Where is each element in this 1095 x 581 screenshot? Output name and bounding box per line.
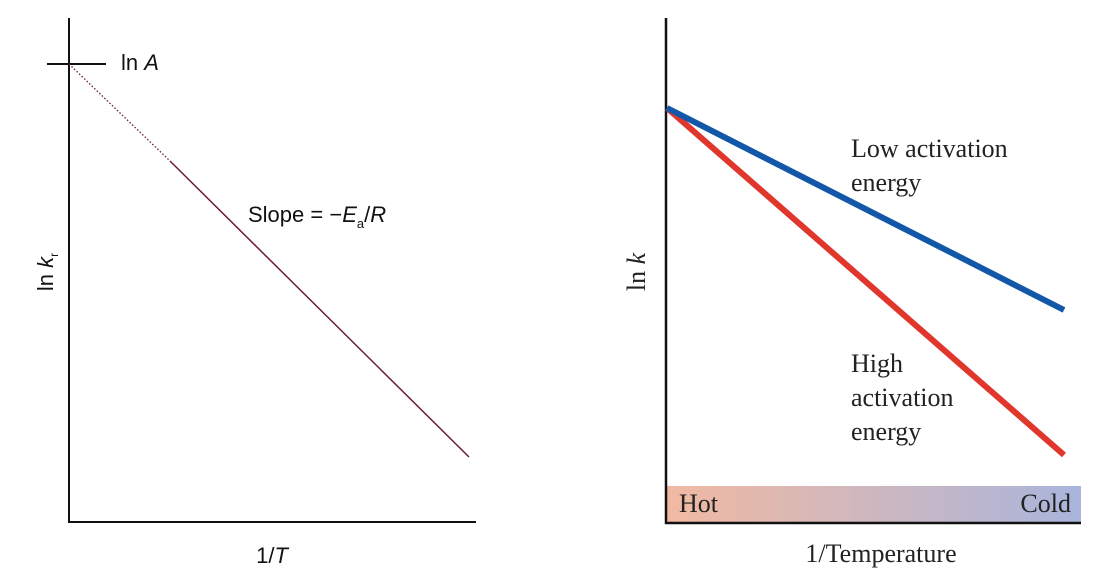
slope-label: Slope = −Ea/R xyxy=(248,202,386,231)
text: R xyxy=(370,202,386,227)
text: High xyxy=(851,349,903,378)
low-energy-label: Low activation energy xyxy=(851,134,1008,197)
extrapolation xyxy=(68,63,171,162)
text: A xyxy=(142,50,159,75)
right-plot: Low activation energy High activation energ… xyxy=(622,18,1081,568)
text: / xyxy=(364,202,371,227)
text: energy xyxy=(851,168,921,197)
high-energy-line xyxy=(665,105,1066,458)
y-axis-label: ln k xyxy=(622,252,651,291)
x-axis-label: 1/T xyxy=(256,543,289,568)
cold-label: Cold xyxy=(1020,489,1071,518)
low-energy-line xyxy=(665,105,1066,313)
left-plot: ln A Slope = −Ea/R ln kr 1/T xyxy=(33,18,476,568)
hot-label: Hot xyxy=(679,489,719,518)
text: Low activation xyxy=(851,134,1008,163)
high-energy-label: High activation energy xyxy=(851,349,954,446)
x-axis-label: 1/Temperature xyxy=(805,539,956,568)
text: E xyxy=(342,202,357,227)
text: Slope = − xyxy=(248,202,342,227)
text: ln xyxy=(121,50,144,75)
subscript: r xyxy=(47,253,61,257)
data-line xyxy=(169,160,470,458)
text: activation xyxy=(851,383,954,412)
text: 1/ xyxy=(256,543,275,568)
text: ln xyxy=(622,264,651,291)
text: k xyxy=(622,252,651,264)
text: ln xyxy=(33,268,58,291)
text: k xyxy=(33,256,58,268)
subscript: a xyxy=(357,216,365,231)
y-axis-label: ln kr xyxy=(33,253,61,291)
text: energy xyxy=(851,417,921,446)
temperature-bar xyxy=(667,486,1081,522)
intercept-label: ln A xyxy=(121,50,159,75)
text: T xyxy=(274,543,289,568)
